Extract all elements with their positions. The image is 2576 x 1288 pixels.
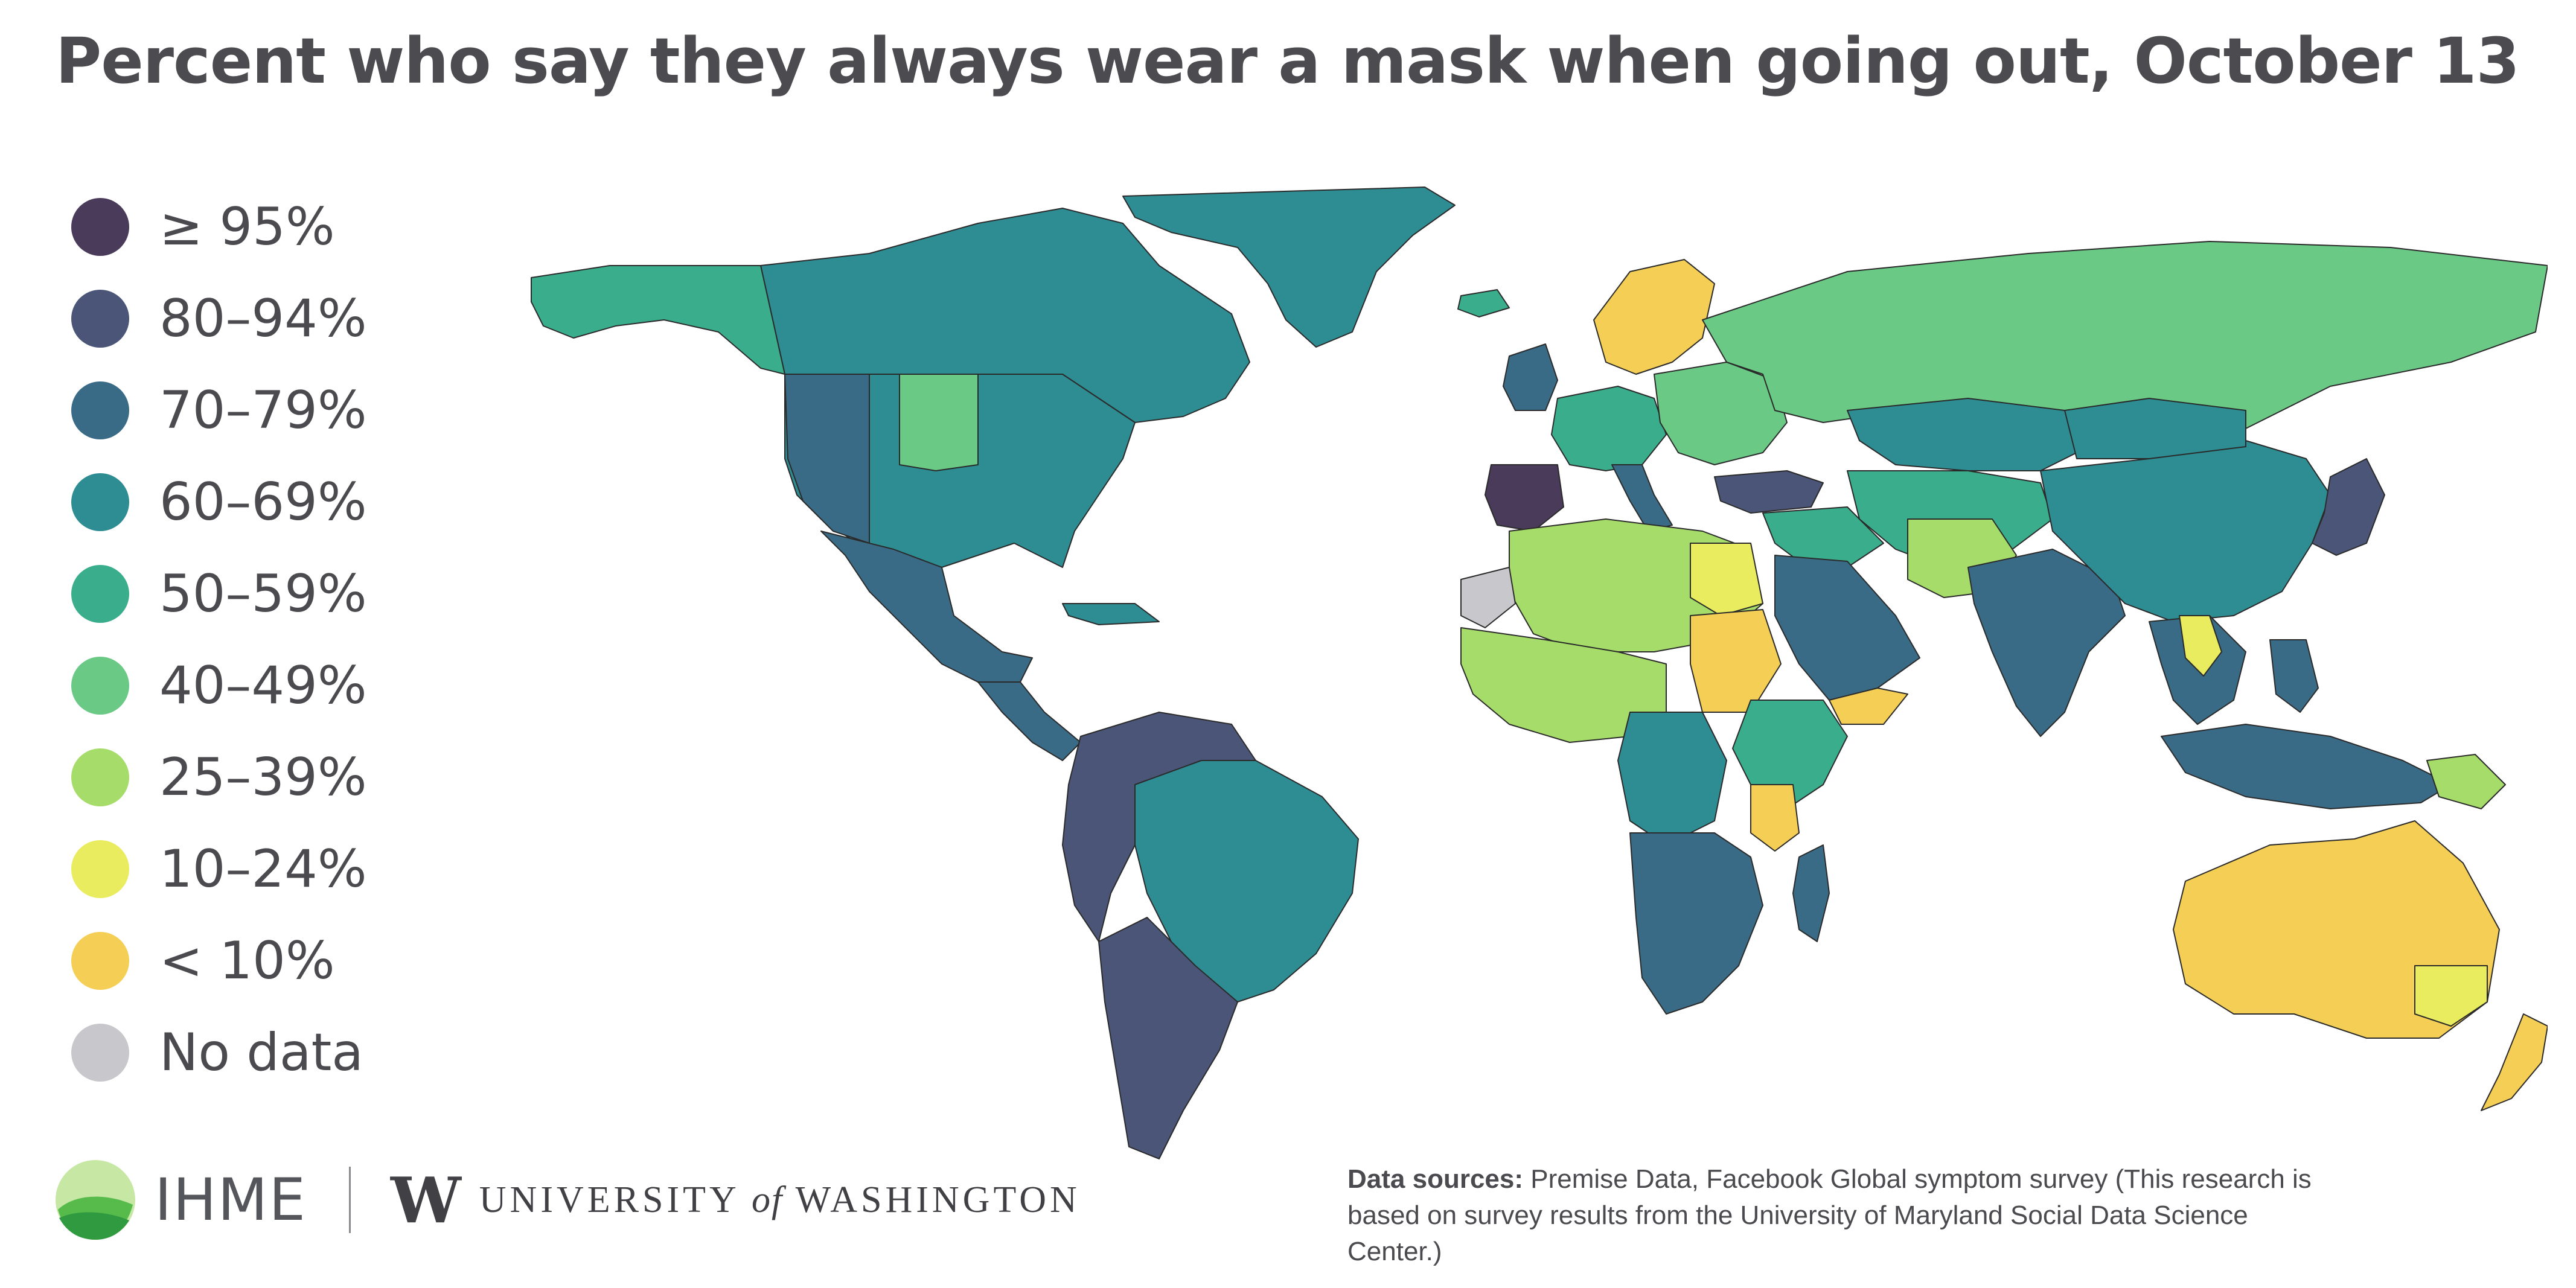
map-region-western-europe (1551, 386, 1667, 471)
map-region-southern-africa (1629, 832, 1763, 1015)
legend-label: ≥ 95% (159, 197, 335, 257)
map-region-japan (2312, 458, 2385, 556)
legend-label: 50–59% (159, 564, 367, 624)
uw-logo-mark: W (390, 1162, 461, 1237)
map-region-mongolia (2064, 398, 2246, 459)
footer-logos: IHME W UNIVERSITY of WASHINGTON (53, 1158, 1081, 1242)
uw-wordmark: UNIVERSITY of WASHINGTON (479, 1179, 1081, 1222)
map-region-east-africa (1732, 700, 1848, 809)
legend-label: No data (159, 1022, 363, 1083)
map-region-us-plains (899, 374, 979, 471)
legend-item: 80–94% (71, 273, 367, 365)
map-region-yemen (1829, 687, 1908, 725)
legend-item: 60–69% (71, 456, 367, 548)
map-region-south-america-south (1098, 917, 1238, 1159)
map-region-papua-new-guinea (2426, 754, 2506, 809)
map-region-egypt (1690, 543, 1763, 616)
map-region-russia (1702, 241, 2548, 429)
legend-swatch (71, 198, 129, 256)
map-region-eastern-europe (1654, 362, 1788, 465)
map-region-iberia (1485, 464, 1564, 532)
map-region-caribbean (1062, 603, 1160, 625)
map-region-western-sahara (1460, 567, 1516, 628)
map-region-australia-southeast (2414, 965, 2488, 1027)
data-sources: Data sources: Premise Data, Facebook Glo… (1347, 1161, 2325, 1270)
legend-label: 40–49% (159, 655, 367, 716)
map-region-turkey (1714, 470, 1824, 514)
map-region-greenland (1122, 187, 1456, 348)
legend-swatch (71, 657, 129, 715)
legend-item: 40–49% (71, 640, 367, 732)
data-sources-label: Data sources: (1347, 1164, 1524, 1194)
map-region-iceland (1457, 289, 1510, 317)
legend-item: 50–59% (71, 548, 367, 640)
data-sources-text: Premise Data, Facebook Global symptom su… (1347, 1164, 2312, 1266)
page-title: Percent who say they always wear a mask … (56, 24, 2520, 98)
legend-swatch (71, 565, 129, 623)
uw-washington-word: WASHINGTON (795, 1179, 1081, 1220)
legend-item: No data (71, 1007, 367, 1098)
legend-item: ≥ 95% (71, 181, 367, 273)
map-region-arabian-peninsula (1774, 555, 1920, 701)
legend-swatch (71, 1024, 129, 1082)
ihme-logo-icon (56, 1160, 135, 1240)
map-region-philippines (2269, 639, 2319, 713)
map-region-us-west (784, 374, 870, 544)
map-region-sudan (1690, 609, 1782, 713)
legend-item: < 10% (71, 915, 367, 1007)
map-region-central-america (977, 681, 1081, 761)
legend-swatch (71, 932, 129, 990)
map-region-tanzania (1750, 784, 1800, 852)
legend-label: 80–94% (159, 289, 367, 349)
map-region-uk-ireland (1503, 343, 1558, 411)
map-region-indonesia (2161, 724, 2452, 809)
legend-swatch (71, 840, 129, 898)
legend-item: 70–79% (71, 365, 367, 456)
uw-of-word: of (751, 1179, 784, 1220)
map-region-brazil (1134, 760, 1359, 1003)
legend-swatch (71, 381, 129, 439)
map-region-central-africa (1617, 712, 1727, 846)
map-region-italy (1611, 464, 1673, 532)
legend-label: < 10% (159, 931, 335, 991)
world-map (531, 187, 2548, 1159)
map-region-scandinavia (1593, 259, 1715, 375)
legend-item: 25–39% (71, 732, 367, 823)
legend-label: 70–79% (159, 380, 367, 441)
logo-divider (348, 1167, 351, 1233)
legend: ≥ 95% 80–94% 70–79% 60–69% 50–59% 40–49% 25–39… (71, 181, 367, 1098)
uw-university-word: UNIVERSITY (479, 1179, 739, 1220)
ihme-wordmark: IHME (155, 1166, 307, 1234)
legend-swatch (71, 748, 129, 806)
legend-label: 10–24% (159, 839, 367, 899)
legend-swatch (71, 290, 129, 348)
legend-item: 10–24% (71, 823, 367, 915)
map-region-new-zealand (2481, 1013, 2548, 1111)
map-region-kazakhstan (1847, 398, 2089, 471)
map-region-indochina (2179, 615, 2222, 677)
map-region-madagascar (1792, 844, 1830, 942)
legend-label: 60–69% (159, 472, 367, 532)
legend-swatch (71, 473, 129, 531)
legend-label: 25–39% (159, 747, 367, 808)
map-region-alaska (531, 265, 785, 375)
